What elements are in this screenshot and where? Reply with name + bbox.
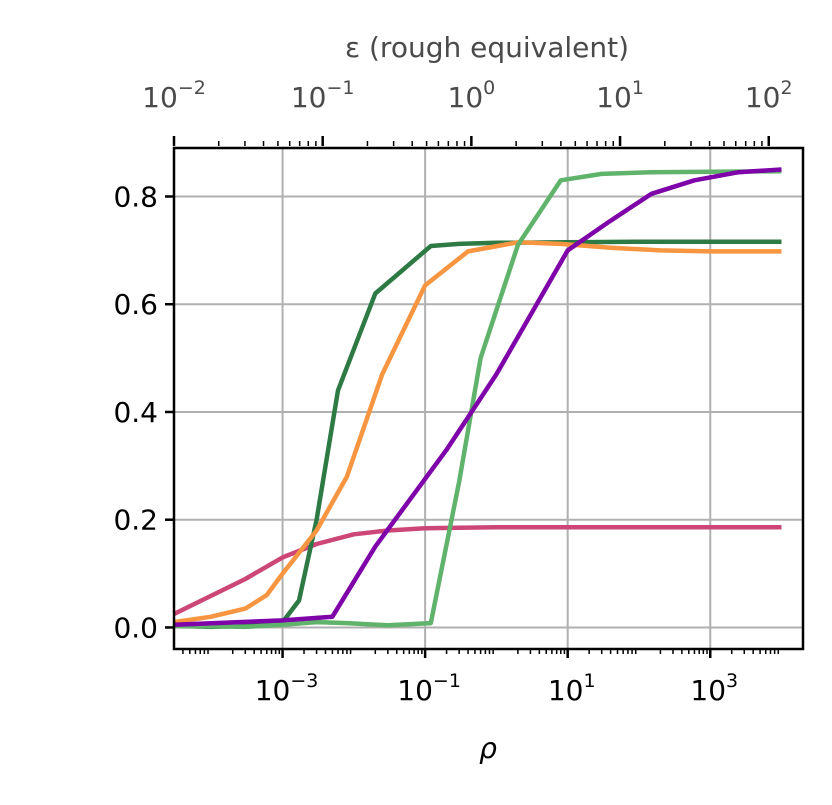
series-layer <box>173 167 782 630</box>
y-tick-label: 0.4 <box>113 396 158 429</box>
x-tick-label: 103 <box>690 670 738 707</box>
x-tick-label: 10−1 <box>397 670 461 707</box>
y-tick-label: 0.6 <box>113 288 158 321</box>
x-tick-label: 101 <box>548 670 596 707</box>
series-line-3 <box>173 240 782 625</box>
x-axis-label: ρ <box>479 732 497 765</box>
y-tick-label: 0.0 <box>113 611 158 644</box>
series-line-5 <box>173 167 782 628</box>
top-tick-label: 102 <box>745 77 793 114</box>
top-tick-label: 101 <box>596 77 644 114</box>
plot-frame <box>172 146 805 651</box>
top-axis-label: ε (rough equivalent) <box>345 31 629 64</box>
x-tick-label: 10−3 <box>255 670 319 707</box>
y-tick-label: 0.8 <box>113 180 158 213</box>
series-line-4 <box>173 168 782 630</box>
y-tick-label: 0.2 <box>113 504 158 537</box>
series-line-1 <box>173 525 782 617</box>
top-tick-label: 10−2 <box>142 77 206 114</box>
top-tick-label: 10−1 <box>291 77 355 114</box>
ticks: 0.0 0.2 0.4 0.6 0.8 10−3 10−1 101 103 10−2 10−1 100… <box>113 77 793 707</box>
grid <box>174 148 803 649</box>
top-tick-label: 100 <box>448 77 496 114</box>
